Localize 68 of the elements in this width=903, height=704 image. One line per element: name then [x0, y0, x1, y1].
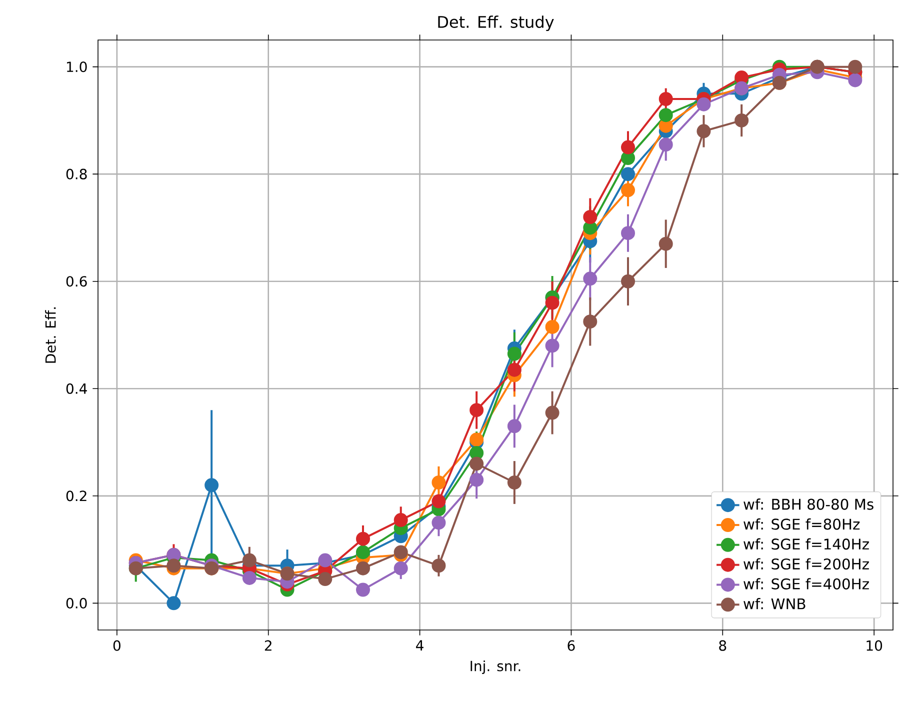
- point: [545, 296, 560, 310]
- point: [204, 478, 219, 492]
- point: [432, 494, 446, 508]
- y-tick-label: 0.0: [66, 598, 87, 608]
- legend-label: wf: SGE f=140Hz: [744, 538, 869, 550]
- legend-label: wf: SGE f=80Hz: [744, 518, 860, 530]
- point: [356, 545, 370, 560]
- chart-title: Det. Eff. study: [438, 16, 554, 32]
- point: [432, 516, 446, 530]
- point: [696, 97, 711, 112]
- point: [394, 561, 408, 576]
- point: [658, 236, 673, 251]
- point: [545, 406, 560, 420]
- legend-label: wf: SGE f=400Hz: [744, 578, 869, 590]
- point: [356, 582, 370, 597]
- x-tick-label: 4: [416, 640, 424, 650]
- point: [432, 475, 446, 490]
- point: [848, 73, 862, 88]
- point: [242, 553, 256, 568]
- legend-label: wf: WNB: [744, 598, 806, 610]
- point: [621, 167, 636, 182]
- x-tick-label: 2: [264, 640, 272, 651]
- point: [242, 570, 256, 585]
- y-tick-label: 0.4: [66, 383, 87, 394]
- point: [545, 338, 560, 353]
- legend-label: wf: BBH 80-80 Ms: [744, 498, 874, 510]
- point: [734, 113, 749, 128]
- point: [621, 183, 636, 198]
- x-tick-label: 8: [719, 640, 726, 651]
- point: [658, 138, 673, 152]
- point: [848, 60, 862, 74]
- point: [658, 108, 673, 122]
- x-tick-label: 0: [113, 640, 120, 651]
- point: [621, 226, 636, 240]
- point: [318, 572, 332, 586]
- point: [507, 362, 522, 377]
- y-tick-label: 0.2: [66, 490, 86, 502]
- point: [470, 472, 484, 487]
- point: [470, 432, 484, 447]
- point: [394, 545, 408, 560]
- point: [583, 210, 598, 224]
- x-tick-label: 6: [568, 640, 575, 651]
- y-tick-label: 0.6: [66, 276, 87, 287]
- point: [470, 403, 484, 418]
- point: [507, 346, 522, 361]
- point: [696, 124, 711, 138]
- point: [583, 314, 598, 329]
- point: [507, 475, 522, 490]
- point: [166, 596, 181, 610]
- x-tick-label: 10: [866, 640, 882, 651]
- legend-label: wf: SGE f=200Hz: [744, 558, 869, 570]
- y-axis-title: Det. Eff.: [45, 307, 56, 363]
- point: [394, 513, 408, 528]
- point: [432, 558, 446, 573]
- y-tick-label: 0.8: [66, 168, 87, 180]
- point: [583, 272, 598, 286]
- point: [658, 92, 673, 106]
- point: [621, 140, 636, 154]
- point: [166, 558, 181, 573]
- point: [356, 561, 370, 576]
- point: [621, 274, 636, 288]
- point: [470, 456, 484, 471]
- y-tick-label: 1.0: [66, 62, 87, 72]
- point: [507, 419, 522, 434]
- point: [545, 320, 560, 334]
- x-axis-title: Inj. snr.: [470, 660, 520, 674]
- point: [356, 532, 370, 546]
- point: [318, 553, 332, 568]
